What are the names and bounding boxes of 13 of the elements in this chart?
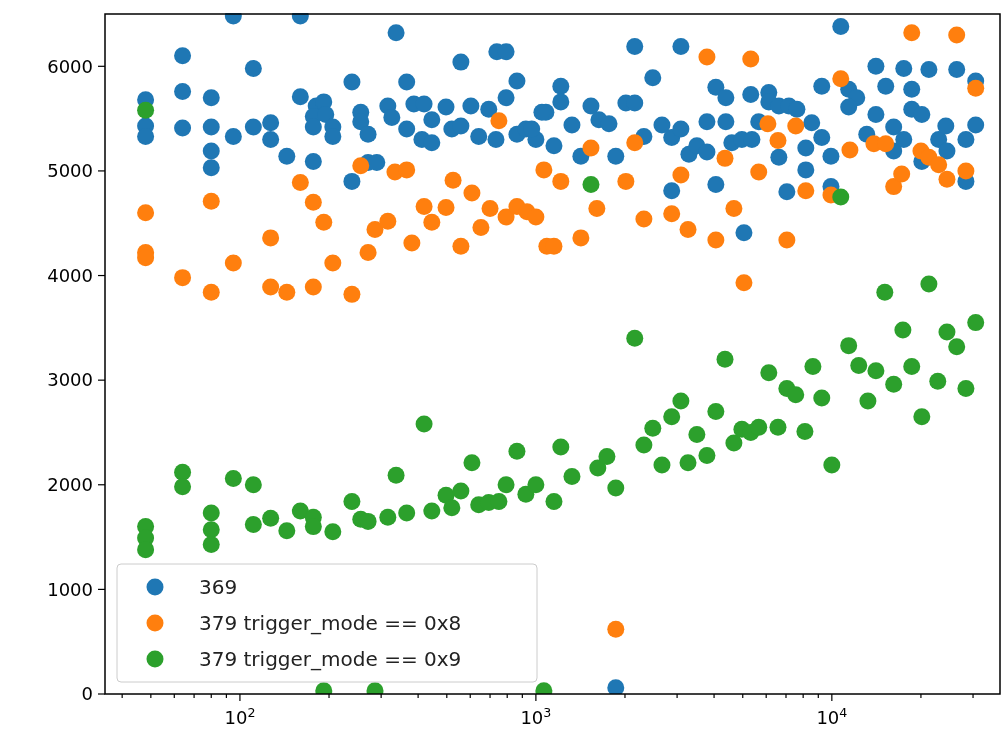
y-tick-label: 6000 (47, 55, 93, 77)
x-tick-label: 10$^{3}$ (520, 704, 552, 728)
y-tick-label: 2000 (47, 474, 93, 496)
legend-label: 369 (199, 575, 238, 599)
y-tick-label: 4000 (47, 264, 93, 286)
y-tick-label: 0 (81, 683, 93, 705)
legend-label: 379 trigger_mode == 0x9 (199, 647, 462, 671)
x-tick-label: 10$^{4}$ (816, 704, 848, 728)
y-tick-label: 3000 (47, 369, 93, 391)
legend-label: 379 trigger_mode == 0x8 (199, 611, 462, 635)
x-tick-label: 10$^{2}$ (224, 704, 256, 728)
y-tick-label: 1000 (47, 578, 93, 600)
y-tick-label: 5000 (47, 160, 93, 182)
